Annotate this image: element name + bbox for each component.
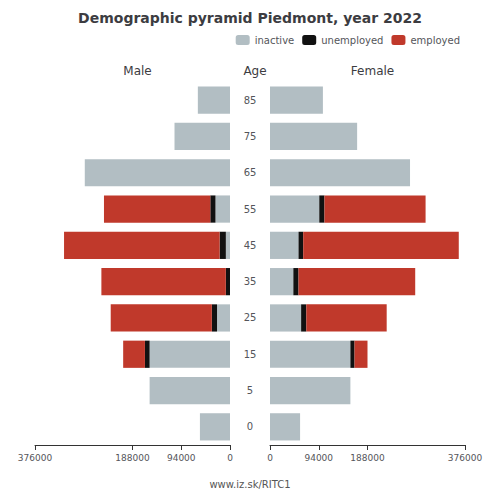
svg-text:15: 15 [244, 349, 257, 360]
svg-text:25: 25 [244, 312, 257, 323]
svg-text:376000: 376000 [18, 453, 53, 463]
svg-text:188000: 188000 [350, 453, 385, 463]
svg-text:5: 5 [247, 385, 253, 396]
svg-text:55: 55 [244, 204, 257, 215]
svg-text:0: 0 [227, 453, 233, 463]
svg-text:376000: 376000 [448, 453, 483, 463]
svg-text:188000: 188000 [115, 453, 150, 463]
svg-text:www.iz.sk/RITC1: www.iz.sk/RITC1 [209, 479, 290, 490]
svg-text:65: 65 [244, 167, 257, 178]
svg-text:unemployed: unemployed [321, 35, 383, 46]
svg-text:85: 85 [244, 95, 257, 106]
svg-text:45: 45 [244, 240, 257, 251]
svg-text:Age: Age [243, 64, 266, 78]
svg-text:employed: employed [410, 35, 460, 46]
svg-text:Demographic pyramid Piedmont,: Demographic pyramid Piedmont, year 2022 [78, 10, 422, 26]
svg-text:inactive: inactive [255, 35, 295, 46]
svg-text:Female: Female [351, 64, 394, 78]
svg-text:94000: 94000 [167, 453, 196, 463]
svg-text:0: 0 [267, 453, 273, 463]
svg-text:0: 0 [247, 421, 253, 432]
svg-text:94000: 94000 [304, 453, 333, 463]
svg-text:Male: Male [123, 64, 151, 78]
svg-text:35: 35 [244, 276, 257, 287]
svg-text:75: 75 [244, 131, 257, 142]
